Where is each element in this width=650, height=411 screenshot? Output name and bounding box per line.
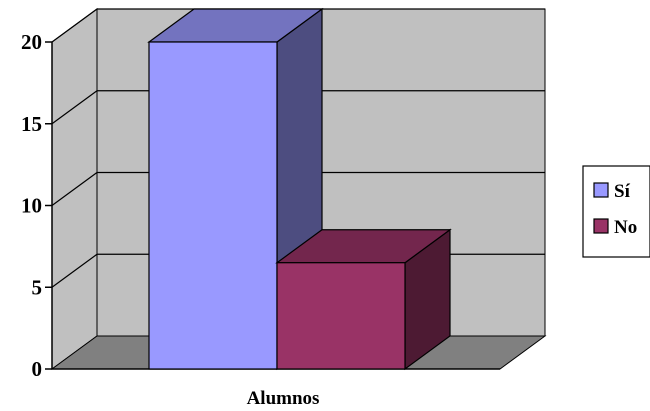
y-tick-label: 20 <box>21 30 42 54</box>
y-tick-label: 15 <box>21 112 42 136</box>
y-tick-label: 10 <box>21 194 42 218</box>
y-tick-label: 5 <box>32 275 43 299</box>
legend: Sí No <box>582 165 650 258</box>
bar-Sí <box>148 41 278 370</box>
legend-label: Sí <box>614 181 631 202</box>
gridline <box>51 171 545 206</box>
gridline <box>51 8 545 43</box>
legend-box <box>582 165 650 258</box>
bar-No <box>276 262 406 370</box>
y-axis-tick-labels: 0 5 10 15 20 <box>21 30 42 381</box>
x-axis-category-label: Alumnos <box>247 388 320 409</box>
x-axis-tick-labels: Alumnos <box>247 388 320 409</box>
legend-swatch <box>593 218 609 234</box>
gridline <box>51 90 545 125</box>
y-tick-label: 0 <box>32 357 43 381</box>
legend-swatch <box>593 182 609 198</box>
legend-label: No <box>614 217 637 238</box>
bars <box>147 7 452 371</box>
